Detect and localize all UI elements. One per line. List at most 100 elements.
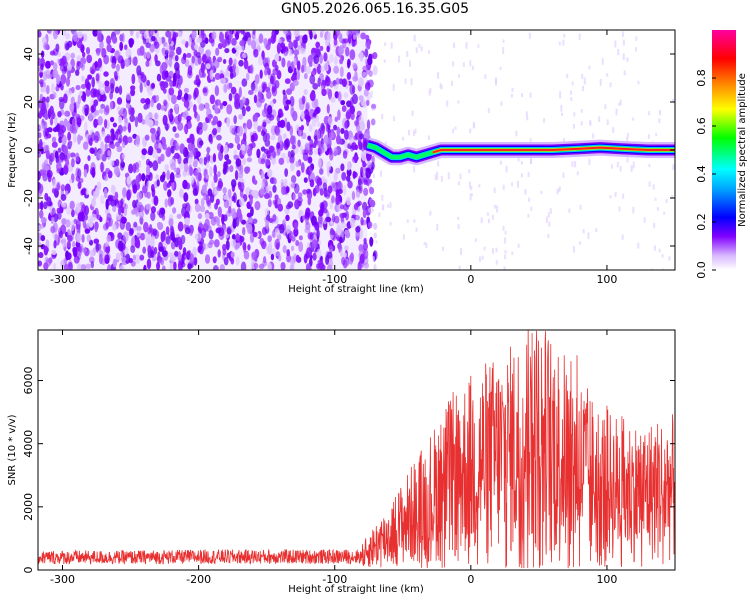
noise-speckle bbox=[242, 226, 246, 236]
noise-speckle bbox=[158, 246, 165, 252]
faint-speckle bbox=[525, 111, 528, 118]
noise-speckle bbox=[146, 79, 151, 86]
noise-speckle bbox=[284, 138, 291, 149]
noise-speckle bbox=[82, 92, 87, 103]
noise-speckle bbox=[222, 244, 227, 251]
noise-speckle bbox=[350, 111, 355, 121]
noise-speckle bbox=[295, 239, 300, 247]
signal-core bbox=[432, 146, 675, 154]
noise-speckle bbox=[156, 148, 162, 154]
noise-speckle bbox=[196, 127, 203, 135]
noise-speckle bbox=[100, 141, 104, 152]
faint-speckle bbox=[589, 119, 592, 125]
noise-speckle bbox=[184, 227, 191, 235]
noise-speckle bbox=[339, 204, 345, 210]
noise-speckle bbox=[192, 187, 198, 196]
noise-speckle bbox=[229, 72, 234, 80]
noise-speckle bbox=[333, 215, 340, 224]
noise-speckle bbox=[137, 112, 143, 123]
noise-speckle bbox=[306, 188, 311, 194]
noise-speckle bbox=[334, 116, 339, 122]
faint-speckle bbox=[609, 195, 612, 199]
noise-speckle bbox=[104, 80, 110, 87]
noise-speckle bbox=[254, 200, 261, 211]
noise-speckle bbox=[348, 254, 354, 265]
noise-speckle bbox=[367, 79, 374, 88]
faint-speckle bbox=[610, 164, 613, 169]
noise-speckle bbox=[344, 129, 349, 141]
noise-speckle bbox=[333, 124, 338, 131]
noise-speckle bbox=[97, 115, 103, 126]
x-tick-label: -200 bbox=[186, 573, 211, 586]
noise-speckle bbox=[223, 194, 230, 200]
noise-speckle bbox=[77, 263, 82, 270]
noise-speckle bbox=[49, 117, 54, 126]
noise-speckle bbox=[60, 202, 67, 208]
noise-speckle bbox=[91, 76, 96, 88]
faint-speckle bbox=[454, 126, 457, 130]
faint-speckle bbox=[658, 110, 661, 116]
noise-speckle bbox=[136, 225, 142, 232]
noise-speckle bbox=[293, 57, 297, 67]
noise-speckle bbox=[209, 94, 216, 105]
noise-speckle bbox=[355, 188, 361, 198]
noise-speckle bbox=[245, 72, 250, 81]
noise-speckle bbox=[293, 49, 300, 56]
noise-speckle bbox=[114, 141, 121, 147]
noise-speckle bbox=[296, 60, 301, 71]
noise-speckle bbox=[135, 31, 140, 39]
noise-speckle bbox=[151, 35, 156, 42]
noise-speckle bbox=[121, 32, 125, 43]
noise-speckle bbox=[370, 118, 376, 126]
noise-speckle bbox=[92, 30, 99, 37]
faint-speckle bbox=[480, 217, 483, 224]
noise-speckle bbox=[154, 54, 158, 63]
noise-speckle bbox=[65, 206, 72, 215]
noise-speckle bbox=[140, 98, 146, 104]
noise-speckle bbox=[165, 147, 172, 158]
noise-speckle bbox=[42, 120, 47, 127]
faint-speckle bbox=[612, 127, 615, 133]
noise-speckle bbox=[226, 159, 232, 165]
noise-speckle bbox=[365, 167, 372, 179]
noise-speckle bbox=[65, 250, 70, 261]
noise-speckle bbox=[91, 167, 96, 178]
noise-speckle bbox=[82, 141, 89, 151]
noise-speckle bbox=[165, 123, 169, 131]
noise-speckle bbox=[276, 69, 282, 80]
faint-speckle bbox=[562, 172, 565, 178]
noise-speckle bbox=[200, 198, 205, 207]
noise-speckle bbox=[260, 158, 266, 165]
noise-speckle bbox=[238, 44, 245, 52]
noise-speckle bbox=[352, 62, 358, 69]
noise-speckle bbox=[69, 152, 76, 158]
faint-speckle bbox=[406, 51, 409, 57]
noise-speckle bbox=[372, 65, 378, 76]
faint-speckle bbox=[502, 225, 505, 231]
faint-speckle bbox=[578, 33, 581, 40]
noise-speckle bbox=[153, 112, 160, 122]
noise-speckle bbox=[226, 227, 232, 235]
noise-speckle bbox=[363, 262, 370, 269]
noise-speckle bbox=[223, 257, 229, 266]
noise-speckle bbox=[140, 74, 147, 83]
noise-speckle bbox=[139, 232, 146, 241]
noise-speckle bbox=[86, 82, 91, 90]
faint-speckle bbox=[470, 193, 473, 197]
noise-speckle bbox=[366, 99, 370, 106]
faint-speckle bbox=[436, 171, 439, 177]
noise-speckle bbox=[237, 125, 244, 137]
faint-speckle bbox=[524, 189, 527, 195]
noise-speckle bbox=[196, 37, 202, 44]
noise-speckle bbox=[346, 71, 352, 80]
noise-speckle bbox=[230, 86, 237, 95]
noise-speckle bbox=[38, 260, 43, 267]
noise-speckle bbox=[75, 84, 81, 91]
noise-speckle bbox=[267, 199, 272, 208]
noise-speckle bbox=[219, 32, 225, 43]
noise-speckle bbox=[44, 60, 51, 69]
noise-speckle bbox=[278, 112, 282, 119]
noise-speckle bbox=[314, 175, 321, 184]
faint-speckle bbox=[558, 186, 561, 191]
noise-speckle bbox=[66, 150, 71, 160]
